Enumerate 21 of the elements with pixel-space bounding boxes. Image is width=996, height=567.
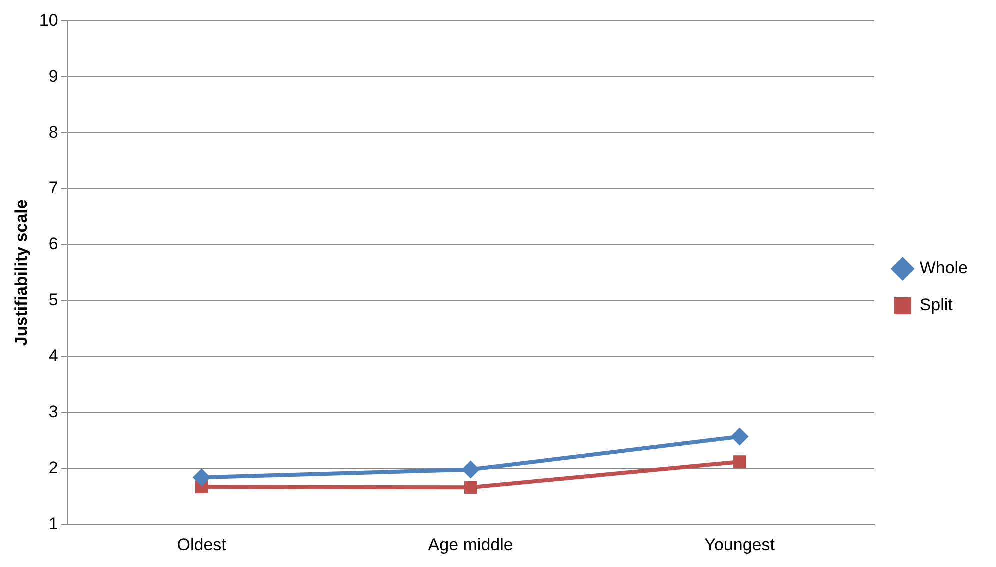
legend-label: Split (920, 296, 954, 315)
y-tick-label: 8 (48, 122, 58, 142)
y-axis-title: Justifiability scale (12, 200, 31, 346)
point (462, 460, 480, 479)
y-tick-label: 9 (48, 66, 58, 86)
y-tick-label: 2 (48, 458, 58, 478)
point (730, 428, 749, 446)
y-tick-label: 3 (48, 402, 58, 422)
point (733, 456, 746, 468)
y-tick-label: 6 (48, 234, 58, 254)
y-tick-label: 10 (39, 10, 58, 30)
point (464, 481, 478, 494)
y-tick-label: 4 (48, 346, 58, 366)
y-tick-label: 1 (48, 514, 58, 534)
x-tick-label: Age middle (428, 535, 514, 554)
point (192, 468, 211, 487)
y-tick-label: 5 (48, 290, 58, 310)
y-tick-label: 7 (48, 178, 58, 198)
x-tick-label: Oldest (177, 535, 227, 554)
legend-label: Whole (920, 258, 968, 278)
x-tick-label: Youngest (704, 535, 776, 554)
